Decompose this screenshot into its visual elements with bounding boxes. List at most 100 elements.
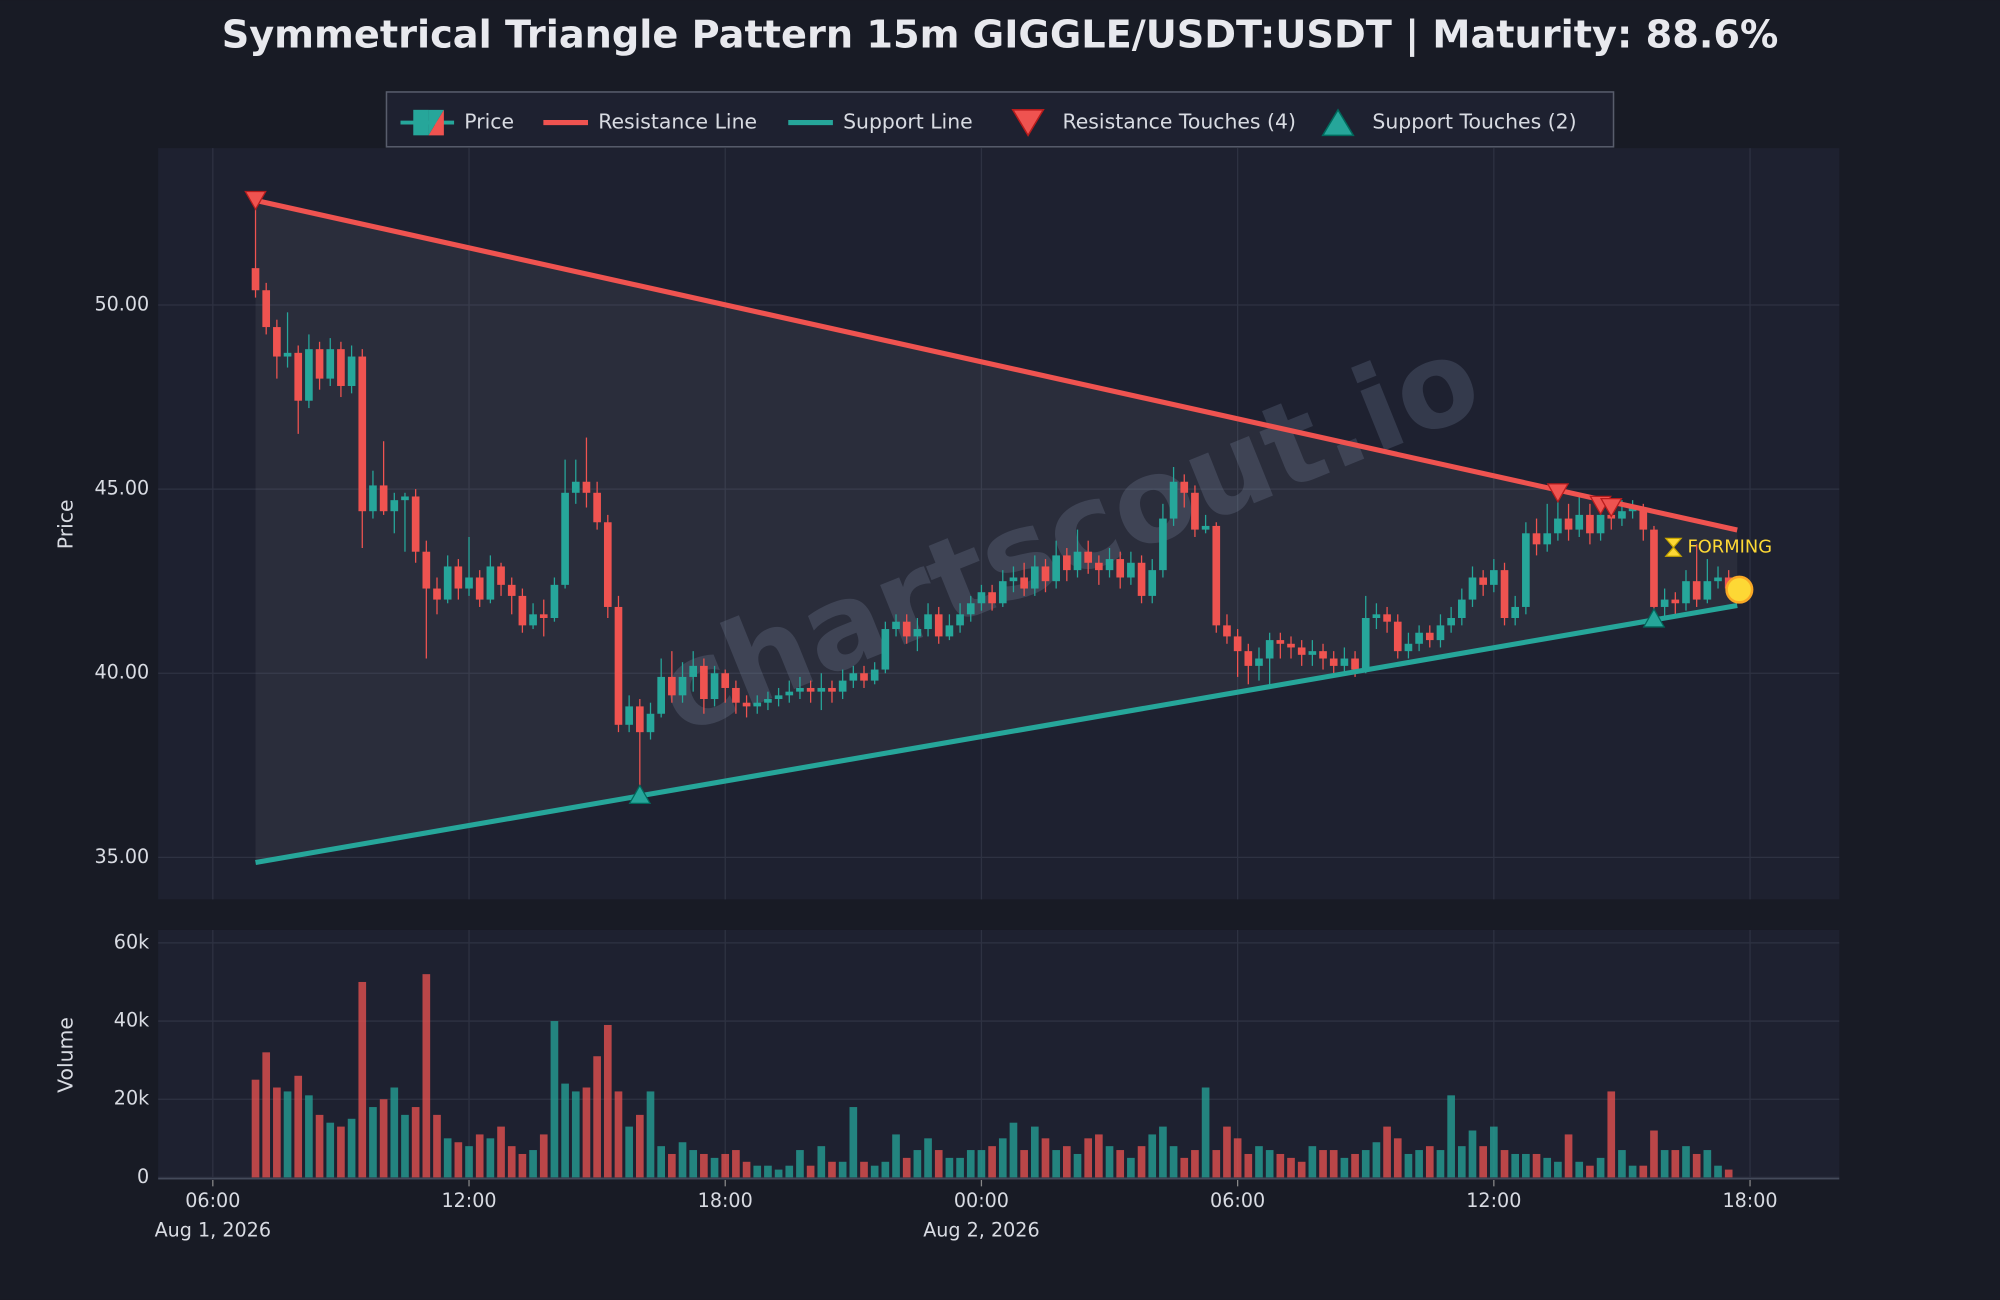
- candle-body: [1351, 658, 1359, 670]
- candle-body: [1105, 559, 1114, 571]
- candle-body: [539, 614, 548, 619]
- candle-body: [806, 687, 815, 692]
- volume-bar: [860, 1161, 868, 1178]
- volume-bar: [1233, 1138, 1242, 1178]
- legend-box: [385, 91, 1615, 148]
- volume-bar: [347, 1118, 356, 1178]
- volume-bar: [657, 1146, 666, 1178]
- volume-bar: [507, 1146, 516, 1178]
- candle-body: [1596, 514, 1605, 534]
- volume-bar: [870, 1165, 879, 1178]
- volume-bar: [934, 1150, 943, 1178]
- candle-body: [988, 592, 996, 604]
- volume-bar: [902, 1157, 911, 1178]
- volume-bar: [1308, 1146, 1317, 1178]
- volume-bar: [1393, 1138, 1402, 1178]
- volume-bar: [1159, 1126, 1167, 1178]
- volume-bar: [1383, 1126, 1391, 1178]
- y-tick-label: 35.00: [94, 845, 149, 868]
- volume-bar: [251, 1079, 260, 1178]
- candle-body: [262, 290, 271, 328]
- candle-body: [1223, 625, 1231, 637]
- volume-bar: [1191, 1150, 1199, 1178]
- volume-bar: [1682, 1146, 1690, 1178]
- candle-body: [646, 713, 655, 733]
- candle-body: [1372, 614, 1381, 619]
- candle-body: [902, 621, 911, 637]
- volume-bar: [1105, 1146, 1114, 1178]
- candle-body: [774, 695, 783, 700]
- volume-bar: [635, 1114, 644, 1178]
- candle-body: [1511, 606, 1520, 619]
- volume-bar: [1351, 1153, 1359, 1178]
- triangle-fill: [255, 200, 1738, 863]
- volume-bar: [1276, 1153, 1285, 1178]
- candle-body: [518, 595, 527, 626]
- volume-bar: [582, 1087, 591, 1178]
- volume-panel: [158, 929, 1840, 1180]
- volume-bar: [603, 1024, 612, 1178]
- candle-body: [742, 702, 751, 707]
- candle-body: [849, 673, 858, 681]
- y-axis-label: Price: [53, 499, 77, 549]
- volume-bar: [369, 1107, 377, 1178]
- volume-bar: [1500, 1150, 1509, 1178]
- candle-body: [934, 614, 943, 637]
- volume-tick-label: 20k: [114, 1087, 150, 1110]
- candle-body: [1692, 581, 1701, 600]
- candle-body: [283, 352, 292, 357]
- legend-icon: [413, 109, 429, 136]
- volume-bar: [1073, 1153, 1082, 1178]
- candle-body: [1500, 570, 1509, 619]
- candle-body: [1127, 562, 1135, 578]
- volume-bar: [294, 1075, 303, 1178]
- candle-body: [966, 603, 975, 615]
- volume-bar: [561, 1083, 569, 1178]
- hourglass-icon: [1664, 537, 1683, 557]
- volume-bar: [806, 1165, 815, 1178]
- candle-body: [764, 699, 772, 703]
- candle-body: [1383, 614, 1391, 622]
- volume-bar: [390, 1087, 399, 1178]
- volume-bar: [764, 1165, 772, 1178]
- volume-bar: [1116, 1150, 1125, 1178]
- candle-body: [1447, 618, 1455, 626]
- candle-body: [614, 606, 623, 725]
- x-tick-label: 18:00: [1722, 1189, 1777, 1212]
- marks: [244, 190, 1754, 1178]
- candle-body: [678, 676, 687, 696]
- candle-body: [593, 492, 601, 523]
- volume-bar: [475, 1134, 484, 1178]
- candle-body: [1586, 514, 1594, 534]
- volume-bar: [305, 1095, 313, 1178]
- volume-bar: [732, 1150, 740, 1178]
- volume-bar: [1297, 1161, 1306, 1178]
- volume-bar: [828, 1161, 836, 1178]
- volume-bar: [550, 1021, 559, 1178]
- volume-bar: [1212, 1150, 1221, 1178]
- volume-bar: [614, 1091, 623, 1178]
- volume-bar: [1361, 1150, 1370, 1178]
- volume-bar: [1457, 1146, 1466, 1178]
- volume-bar: [1244, 1153, 1253, 1178]
- volume-bar: [1714, 1165, 1722, 1178]
- candle-body: [1575, 514, 1584, 530]
- volume-bar: [1127, 1157, 1135, 1178]
- candle-body: [860, 673, 868, 681]
- candle-body: [433, 588, 441, 600]
- volume-bar: [1511, 1153, 1520, 1178]
- candle-body: [838, 680, 847, 692]
- candle-body: [1479, 577, 1487, 585]
- candle-body: [1639, 507, 1648, 530]
- candle-body: [1682, 581, 1690, 604]
- volume-bar: [1030, 1126, 1039, 1178]
- resistance-touch: [244, 190, 267, 211]
- volume-bar: [1095, 1134, 1103, 1178]
- candle-body: [828, 687, 836, 692]
- candle-body: [1436, 625, 1445, 641]
- candle-body: [913, 629, 922, 637]
- candle-body: [1714, 577, 1722, 582]
- candle-body: [924, 614, 932, 630]
- candle-body: [635, 706, 644, 733]
- x-tick-label: 06:00: [185, 1189, 240, 1212]
